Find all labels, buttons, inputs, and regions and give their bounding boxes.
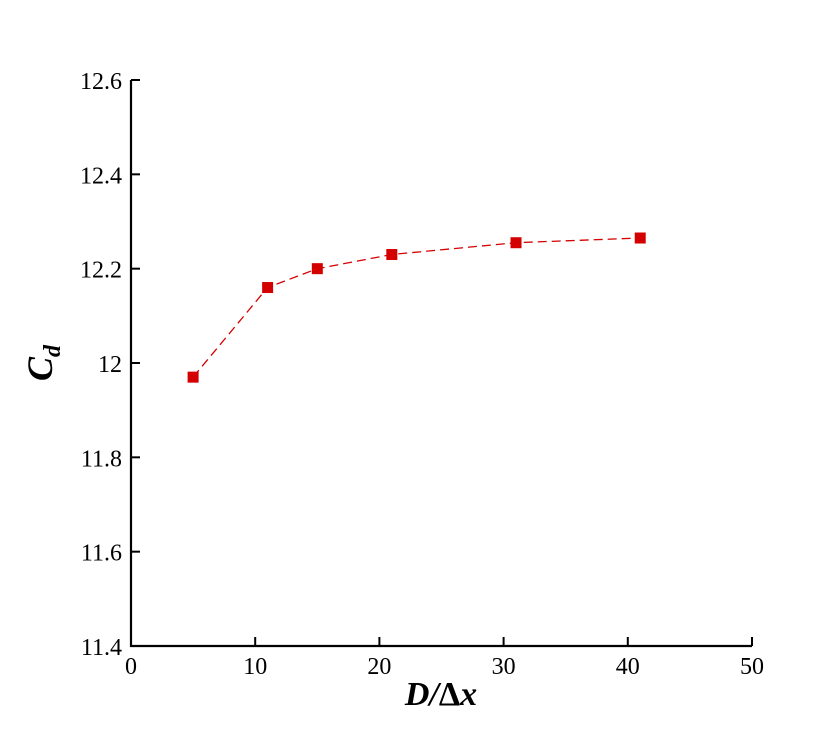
data-point bbox=[510, 237, 522, 249]
x-tick-label: 50 bbox=[740, 654, 764, 680]
plot-series bbox=[187, 232, 646, 383]
axes bbox=[129, 80, 752, 648]
x-axis-title-var: x bbox=[459, 676, 477, 713]
data-point bbox=[311, 263, 323, 275]
data-point bbox=[262, 282, 274, 294]
x-tick-label: 30 bbox=[492, 654, 516, 680]
y-tick-label: 11.4 bbox=[81, 635, 122, 661]
y-tick-label: 12.6 bbox=[80, 69, 122, 95]
data-point bbox=[634, 232, 646, 244]
x-tick-label: 20 bbox=[367, 654, 391, 680]
series-line bbox=[192, 237, 641, 378]
x-tick-label: 0 bbox=[125, 654, 137, 680]
y-tick-label: 12 bbox=[98, 352, 122, 378]
y-tick-label: 12.4 bbox=[80, 163, 122, 189]
y-tick-label: 12.2 bbox=[80, 258, 122, 284]
x-tick-label: 10 bbox=[243, 654, 267, 680]
x-axis-title-main: D/ bbox=[404, 676, 443, 713]
y-tick-label: 11.6 bbox=[81, 541, 122, 567]
y-axis-ticks: 11.4 11.6 11.8 12 12.2 12.4 12.6 bbox=[80, 69, 140, 661]
x-axis-title: D/Δx bbox=[404, 676, 477, 713]
x-axis-title-delta: Δ bbox=[439, 676, 460, 713]
x-axis-ticks: 0 10 20 30 40 50 bbox=[125, 637, 764, 680]
data-point bbox=[187, 371, 199, 383]
y-axis-title: Cd bbox=[20, 344, 66, 381]
y-axis-title-main: C bbox=[20, 356, 60, 381]
y-tick-label: 11.8 bbox=[81, 446, 122, 472]
data-point bbox=[386, 249, 398, 261]
x-tick-label: 40 bbox=[616, 654, 640, 680]
y-axis-title-sub: d bbox=[40, 344, 66, 357]
